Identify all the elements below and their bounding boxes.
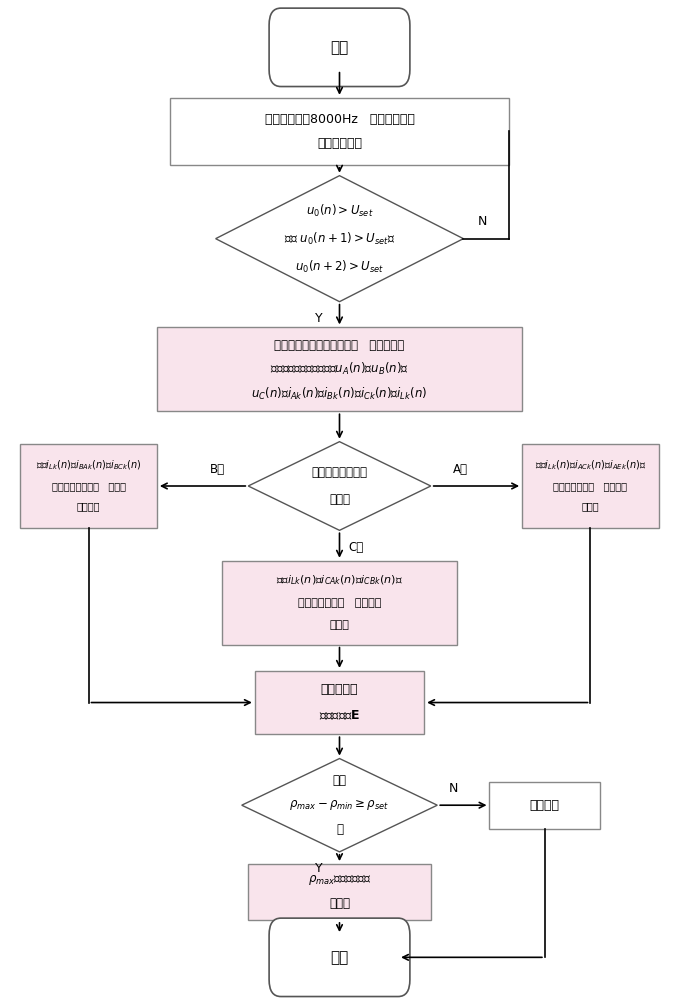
Bar [222, 561, 457, 645]
Polygon shape [249, 442, 430, 530]
Text: 配电网发生了单相接地故障   记录故障发: 配电网发生了单相接地故障 记录故障发 [274, 339, 405, 352]
Text: 障线路: 障线路 [329, 897, 350, 910]
Text: 对：$i_{Lk}(n)$、$i_{ACk}(n)$、$i_{AEk}(n)$进: 对：$i_{Lk}(n)$、$i_{ACk}(n)$、$i_{AEk}(n)$进 [535, 459, 646, 472]
Text: C相: C相 [348, 541, 363, 554]
Text: 行数字阶波处理   并进行桂: 行数字阶波处理 并进行桂 [553, 481, 627, 491]
Text: ？: ？ [336, 823, 343, 836]
Text: 生后一个周期的采样序列$u_A(n)$、$u_B(n)$、: 生后一个周期的采样序列$u_A(n)$、$u_B(n)$、 [270, 361, 409, 377]
FancyBboxPatch shape [269, 8, 410, 87]
Bar [249, 864, 430, 920]
Text: 进行数字阶波处理   并进行: 进行数字阶波处理 并进行 [52, 481, 126, 491]
Text: B相: B相 [209, 463, 225, 476]
Text: 对：$i_{Lk}(n)$、$i_{CAk}(n)$、$i_{CBk}(n)$进: 对：$i_{Lk}(n)$、$i_{CAk}(n)$、$i_{CBk}(n)$进 [276, 573, 403, 587]
Text: $u_0(n)>U_{set}$: $u_0(n)>U_{set}$ [306, 203, 373, 219]
Bar [157, 327, 522, 411]
Text: 母线相电压故障选: 母线相电压故障选 [312, 466, 367, 479]
Text: N: N [478, 215, 488, 228]
Text: 母线故障: 母线故障 [530, 799, 559, 812]
Text: 满足: 满足 [333, 774, 346, 787]
Text: A相: A相 [453, 463, 468, 476]
Text: Y: Y [315, 312, 323, 325]
Text: $\rho_{max}-\rho_{min}\geq\rho_{set}$: $\rho_{max}-\rho_{min}\geq\rho_{set}$ [289, 798, 390, 812]
Polygon shape [242, 759, 437, 852]
Text: 相判断: 相判断 [329, 493, 350, 506]
Text: 形成综合相: 形成综合相 [320, 683, 359, 696]
Text: 结束: 结束 [331, 950, 348, 965]
Text: 满足 $u_0(n+1)>U_{set}$？: 满足 $u_0(n+1)>U_{set}$？ [284, 231, 395, 247]
Text: $u_0(n+2)>U_{set}$: $u_0(n+2)>U_{set}$ [295, 259, 384, 275]
Text: $u_C(n)$、$i_{Ak}(n)$、$i_{Bk}(n)$、$i_{Ck}(n)$、$i_{Lk}(n)$: $u_C(n)$、$i_{Ak}(n)$、$i_{Bk}(n)$、$i_{Ck}… [251, 386, 428, 402]
Text: 关系数矩阵$\mathbf{E}$: 关系数矩阵$\mathbf{E}$ [319, 709, 360, 722]
Polygon shape [216, 176, 463, 302]
Bar [255, 671, 424, 734]
Text: N: N [449, 782, 458, 795]
Text: 开始: 开始 [331, 40, 348, 55]
Bar [490, 782, 600, 829]
Text: $\rho_{max}$对应线路为故: $\rho_{max}$对应线路为故 [308, 873, 371, 887]
Text: 行数字阶波处理   并进行桂: 行数字阶波处理 并进行桂 [298, 598, 381, 608]
Bar [522, 444, 659, 528]
Text: 相关分析: 相关分析 [77, 502, 100, 512]
Bar [170, 98, 509, 165]
Text: 关分析: 关分析 [582, 502, 600, 512]
Text: 对：$i_{Lk}(n)$、$i_{BAk}(n)$、$i_{BCk}(n)$: 对：$i_{Lk}(n)$、$i_{BAk}(n)$、$i_{BCk}(n)$ [36, 459, 141, 472]
Text: 设采样频率为8000Hz   对配电网母线: 设采样频率为8000Hz 对配电网母线 [265, 113, 414, 126]
Text: Y: Y [315, 862, 323, 875]
Bar [20, 444, 157, 528]
Text: 零序电压采样: 零序电压采样 [317, 137, 362, 150]
FancyBboxPatch shape [269, 918, 410, 997]
Text: 关分析: 关分析 [329, 620, 350, 630]
